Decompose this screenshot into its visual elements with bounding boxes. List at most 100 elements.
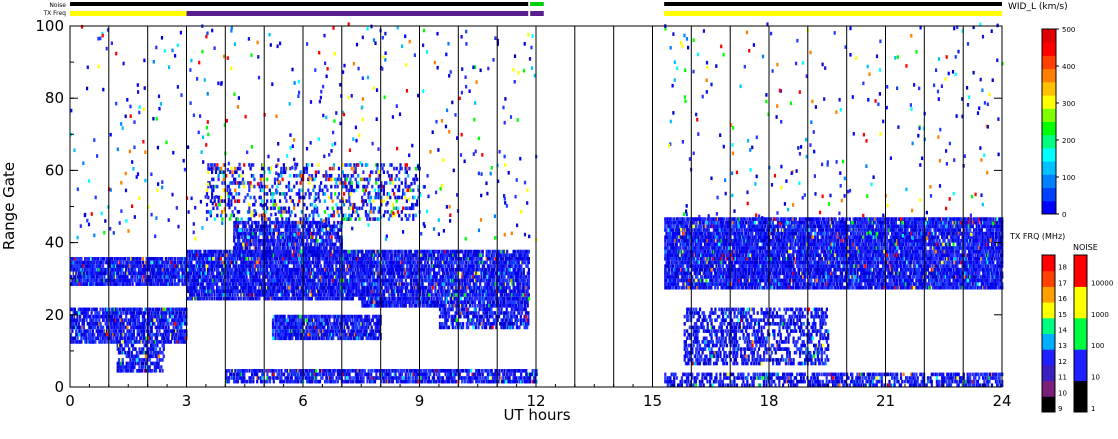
data-cell — [93, 314, 96, 319]
data-cell — [319, 293, 322, 297]
data-cell — [333, 257, 337, 261]
data-cell — [199, 260, 202, 265]
data-cell — [293, 332, 296, 337]
data-cell — [230, 249, 233, 254]
data-cell — [228, 257, 231, 261]
data-cell — [145, 275, 148, 279]
data-cell — [300, 322, 303, 326]
data-cell — [105, 322, 109, 326]
data-cell — [291, 332, 294, 337]
data-cell — [120, 264, 123, 268]
data-cell — [196, 296, 199, 301]
data-cell — [305, 267, 308, 272]
data-cell — [370, 257, 373, 261]
data-cell — [321, 332, 325, 337]
data-cell — [292, 289, 296, 294]
data-cell — [290, 257, 293, 261]
data-cell — [239, 271, 242, 276]
data-cell — [497, 379, 500, 384]
data-cell — [342, 260, 345, 265]
data-cell — [89, 267, 92, 272]
data-cell — [526, 372, 529, 377]
data-cell — [249, 293, 252, 297]
data-cell — [191, 257, 194, 261]
data-cell — [330, 372, 333, 377]
data-cell — [365, 293, 368, 297]
data-cell — [192, 264, 196, 268]
data-cell — [127, 340, 130, 344]
data-cell — [145, 322, 148, 326]
data-cell — [262, 282, 265, 286]
data-cell — [320, 325, 323, 330]
data-cell — [90, 282, 93, 286]
data-cell — [90, 332, 93, 337]
data-cell — [102, 267, 105, 272]
data-cell — [253, 246, 256, 250]
data-cell — [152, 264, 155, 268]
data-cell — [233, 264, 237, 268]
data-cell — [371, 379, 374, 384]
data-cell — [295, 369, 298, 373]
data-cell — [378, 325, 381, 330]
data-cell — [319, 246, 322, 250]
data-cell — [130, 369, 133, 373]
data-cell — [307, 260, 310, 265]
data-cell — [420, 379, 423, 384]
data-cell — [309, 325, 312, 330]
data-cell — [338, 329, 341, 333]
data-cell — [342, 332, 345, 337]
data-cell — [319, 329, 322, 333]
data-cell — [98, 329, 101, 333]
data-cell — [426, 372, 429, 377]
data-cell — [269, 228, 272, 232]
data-cell — [360, 329, 363, 333]
data-cell — [149, 361, 153, 366]
data-cell — [321, 325, 325, 330]
data-cell — [135, 336, 138, 341]
data-cell — [289, 239, 292, 243]
data-cell — [157, 278, 160, 283]
data-cell — [281, 372, 284, 377]
data-cell — [114, 314, 118, 319]
data-cell — [321, 314, 325, 319]
data-cell — [303, 278, 306, 283]
data-cell — [149, 275, 152, 279]
data-cell — [148, 282, 151, 286]
data-cell — [233, 257, 237, 261]
data-cell — [125, 282, 128, 286]
data-cell — [135, 354, 138, 359]
data-cell — [336, 228, 340, 232]
data-cell — [332, 329, 335, 333]
data-cell — [166, 332, 169, 337]
data-cell — [108, 275, 111, 279]
data-cell — [322, 231, 325, 236]
data-cell — [365, 329, 368, 333]
data-cell — [240, 379, 243, 384]
data-cell — [87, 336, 91, 341]
data-cell — [120, 343, 123, 348]
data-cell — [356, 372, 359, 377]
data-cell — [350, 336, 353, 341]
data-cell — [85, 267, 88, 272]
data-cell — [170, 275, 173, 279]
data-cell — [268, 285, 271, 290]
data-cell — [192, 275, 196, 279]
data-cell — [502, 379, 505, 384]
data-cell — [319, 289, 322, 294]
data-cell — [470, 376, 473, 380]
data-cell — [117, 329, 120, 333]
data-cell — [226, 264, 229, 268]
data-cell — [364, 329, 367, 333]
data-cell — [312, 271, 315, 276]
data-cell — [276, 267, 279, 272]
data-cell — [117, 257, 120, 261]
data-cell — [309, 379, 313, 384]
data-cell — [189, 257, 192, 261]
data-cell — [282, 332, 285, 337]
data-cell — [365, 372, 368, 377]
data-cell — [207, 293, 210, 297]
data-cell — [367, 304, 370, 308]
data-cell — [274, 228, 277, 232]
data-cell — [98, 267, 101, 272]
data-cell — [107, 271, 110, 276]
